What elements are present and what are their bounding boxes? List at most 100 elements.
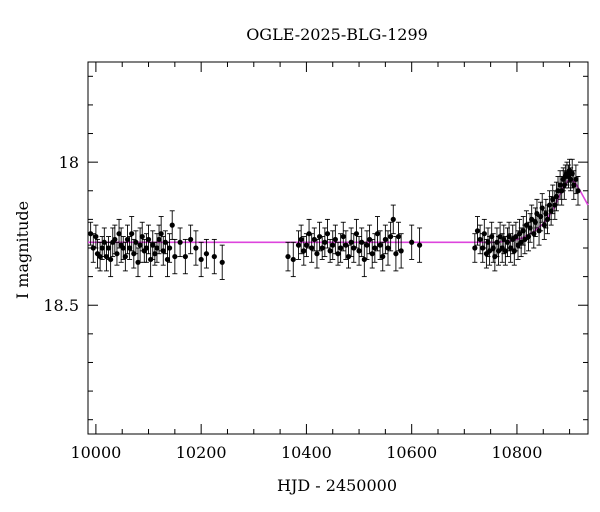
data-point (385, 230, 391, 266)
point-marker (290, 256, 296, 263)
data-point (338, 233, 344, 263)
point-marker (330, 242, 336, 248)
data-point (345, 244, 352, 269)
point-marker (573, 176, 579, 182)
data-point (335, 241, 341, 266)
data-point (361, 241, 367, 278)
x-tick-labels: 10000 10200 10400 10600 10800 (70, 443, 542, 462)
data-point (166, 233, 173, 263)
data-point (156, 224, 162, 255)
point-marker (169, 222, 175, 228)
point-marker (513, 233, 519, 240)
point-marker (188, 236, 194, 243)
data-point (477, 224, 483, 255)
point-marker (124, 236, 131, 243)
data-point (416, 227, 423, 263)
point-marker (388, 233, 394, 240)
data-point (571, 170, 577, 200)
x-tick-label: 10600 (386, 443, 437, 462)
data-point (298, 224, 304, 255)
point-marker (116, 231, 122, 237)
point-marker (382, 236, 388, 243)
point-marker (472, 245, 478, 251)
data-point (193, 230, 199, 266)
chart-title: OGLE-2025-BLG-1299 (246, 25, 428, 44)
point-marker (211, 253, 217, 260)
data-point (324, 218, 331, 249)
point-marker (309, 245, 315, 251)
data-point (366, 224, 373, 255)
point-marker (348, 239, 354, 245)
point-marker (120, 245, 126, 251)
data-point (340, 221, 346, 252)
point-marker (114, 251, 120, 257)
data-point (382, 224, 388, 255)
point-marker (366, 236, 373, 243)
point-marker (575, 188, 581, 194)
point-marker (285, 253, 291, 260)
point-marker (416, 242, 423, 248)
point-marker (295, 242, 302, 248)
point-marker (314, 251, 320, 257)
point-marker (319, 245, 325, 251)
point-marker (301, 248, 307, 254)
point-marker (374, 231, 381, 237)
data-point (351, 233, 357, 263)
data-point (356, 236, 362, 266)
data-point (555, 176, 561, 206)
x-tick-label: 10000 (70, 443, 121, 462)
point-marker (390, 216, 396, 222)
data-point (93, 224, 99, 249)
point-marker (182, 253, 188, 260)
data-point (108, 241, 114, 278)
point-marker (129, 231, 135, 237)
data-point (322, 227, 328, 258)
point-marker (345, 253, 352, 260)
point-marker (133, 239, 139, 245)
point-marker (338, 245, 344, 251)
point-marker (539, 205, 545, 211)
point-marker (380, 253, 386, 260)
data-point (395, 221, 402, 252)
data-point (377, 230, 383, 260)
point-marker (97, 253, 103, 260)
point-marker (332, 236, 338, 243)
data-point (311, 227, 317, 252)
data-point (390, 204, 396, 235)
point-marker (518, 239, 524, 245)
data-point (295, 230, 302, 260)
point-marker (385, 245, 391, 251)
point-marker (103, 253, 110, 260)
point-marker (112, 236, 118, 243)
data-point (129, 216, 135, 252)
data-point (114, 241, 120, 266)
point-marker (90, 245, 96, 251)
data-point (575, 176, 581, 206)
point-marker (364, 242, 370, 248)
point-marker (203, 251, 210, 257)
data-point (359, 227, 365, 258)
data-point (133, 230, 139, 255)
data-point (374, 216, 381, 252)
point-marker (369, 251, 375, 257)
data-point (380, 241, 386, 272)
point-marker (108, 256, 114, 263)
point-marker (177, 239, 183, 245)
data-point (523, 210, 530, 240)
point-marker (343, 242, 349, 248)
point-marker (316, 233, 323, 240)
point-marker (356, 248, 362, 254)
point-marker (154, 245, 160, 251)
point-marker (353, 231, 360, 237)
data-point (316, 221, 323, 252)
point-marker (508, 245, 514, 251)
data-point (211, 238, 217, 275)
point-marker (152, 251, 158, 257)
point-marker (398, 248, 404, 254)
point-marker (88, 231, 94, 237)
point-marker (150, 242, 156, 248)
data-point (332, 224, 338, 255)
data-point (90, 233, 96, 263)
data-point (126, 236, 133, 260)
point-marker (502, 248, 508, 254)
